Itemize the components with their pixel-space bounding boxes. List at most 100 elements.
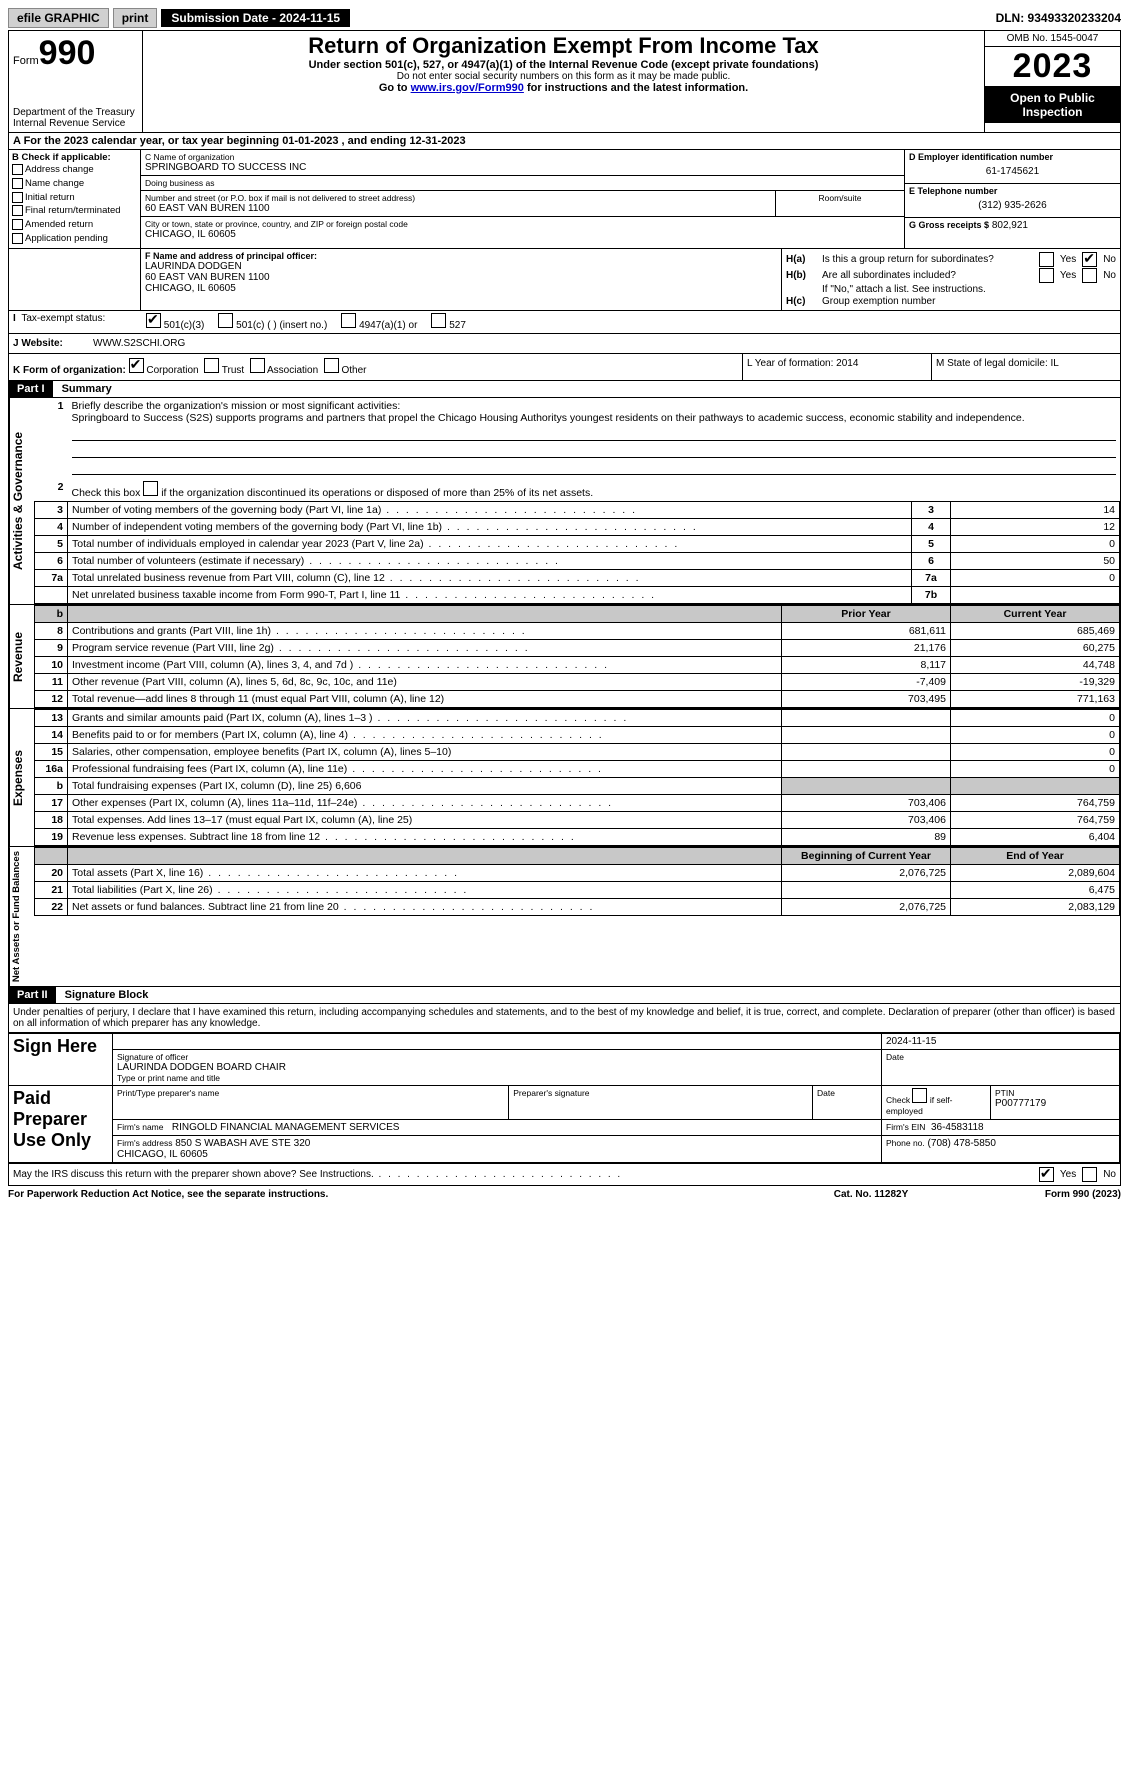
c10: 44,748	[951, 656, 1120, 673]
line-21: Total liabilities (Part X, line 26)	[68, 881, 782, 898]
dept-treasury: Department of the Treasury Internal Reve…	[13, 107, 138, 129]
cb-line2[interactable]	[143, 481, 158, 496]
val-7a: 0	[951, 569, 1120, 586]
row-i-label: Tax-exempt status:	[21, 313, 105, 324]
room-label: Room/suite	[780, 193, 900, 203]
c19: 6,404	[951, 828, 1120, 845]
submission-date: Submission Date - 2024-11-15	[161, 9, 350, 27]
hb-yes[interactable]	[1039, 268, 1054, 283]
line-13: Grants and similar amounts paid (Part IX…	[68, 709, 782, 726]
box-c: C Name of organization SPRINGBOARD TO SU…	[141, 150, 905, 248]
cb-app-pending[interactable]: Application pending	[12, 232, 137, 246]
street-value: 60 EAST VAN BUREN 1100	[145, 203, 771, 214]
website-label: J Website:	[9, 334, 89, 353]
discuss-yes[interactable]	[1039, 1167, 1054, 1182]
hdr-prior-year: Prior Year	[782, 605, 951, 622]
c12: 771,163	[951, 690, 1120, 707]
perjury-declaration: Under penalties of perjury, I declare th…	[9, 1004, 1120, 1033]
cb-amended[interactable]: Amended return	[12, 218, 137, 232]
officer-name-title: LAURINDA DODGEN BOARD CHAIR	[117, 1062, 877, 1073]
p14	[782, 726, 951, 743]
line-5: Total number of individuals employed in …	[68, 535, 912, 552]
opt-corp: Corporation	[146, 365, 198, 376]
form-word: Form	[13, 55, 39, 67]
state-domicile: M State of legal domicile: IL	[931, 354, 1120, 380]
part-ii-title: Signature Block	[59, 987, 155, 1003]
cb-final-return[interactable]: Final return/terminated	[12, 204, 137, 218]
dln: DLN: 93493320233204	[996, 11, 1121, 25]
ha-yes[interactable]	[1039, 252, 1054, 267]
efile-button[interactable]: efile GRAPHIC	[8, 8, 109, 28]
section-f-h: F Name and address of principal officer:…	[9, 249, 1120, 311]
form-container: Form990 Department of the Treasury Inter…	[8, 30, 1121, 1186]
ein-value: 61-1745621	[909, 162, 1116, 181]
opt-4947: 4947(a)(1) or	[359, 320, 417, 331]
firm-ein-label: Firm's EIN	[886, 1122, 925, 1132]
side-tab-net-assets: Net Assets or Fund Balances	[9, 847, 34, 986]
tel-label: E Telephone number	[909, 186, 1116, 196]
paid-preparer-label: Paid Preparer Use Only	[9, 1085, 113, 1162]
c9: 60,275	[951, 639, 1120, 656]
line-12: Total revenue—add lines 8 through 11 (mu…	[68, 690, 782, 707]
cb-address-change[interactable]: Address change	[12, 163, 137, 177]
cb-name-change[interactable]: Name change	[12, 177, 137, 191]
org-name: SPRINGBOARD TO SUCCESS INC	[145, 162, 900, 173]
ha-no[interactable]	[1082, 252, 1097, 267]
val-7b	[951, 586, 1120, 603]
line-10: Investment income (Part VIII, column (A)…	[68, 656, 782, 673]
c11: -19,329	[951, 673, 1120, 690]
topbar: efile GRAPHIC print Submission Date - 20…	[8, 8, 1121, 28]
form-title: Return of Organization Exempt From Incom…	[147, 33, 980, 59]
box-h: H(a) Is this a group return for subordin…	[782, 249, 1120, 310]
sig-date: 2024-11-15	[886, 1036, 936, 1047]
cb-other[interactable]	[324, 358, 339, 373]
opt-assoc: Association	[267, 365, 318, 376]
page-footer: For Paperwork Reduction Act Notice, see …	[8, 1186, 1121, 1203]
c20: 2,089,604	[951, 864, 1120, 881]
form-subtitle-2: Do not enter social security numbers on …	[147, 71, 980, 82]
hc-label: Group exemption number	[822, 296, 1116, 307]
gross-value: 802,921	[992, 220, 1028, 231]
cb-initial-return[interactable]: Initial return	[12, 191, 137, 205]
opt-501c3: 501(c)(3)	[164, 320, 205, 331]
cb-501c3[interactable]	[146, 313, 161, 328]
irs-link[interactable]: www.irs.gov/Form990	[411, 82, 524, 94]
discuss-no[interactable]	[1082, 1167, 1097, 1182]
form-number: Form990	[13, 34, 138, 73]
city-value: CHICAGO, IL 60605	[145, 229, 900, 240]
date-label: Date	[886, 1052, 1115, 1062]
c18: 764,759	[951, 811, 1120, 828]
prep-name-label: Print/Type preparer's name	[117, 1088, 504, 1098]
line-6: Total number of volunteers (estimate if …	[68, 552, 912, 569]
cb-self-employed[interactable]	[912, 1088, 927, 1103]
cb-trust[interactable]	[204, 358, 219, 373]
org-name-label: C Name of organization	[145, 152, 900, 162]
cb-4947[interactable]	[341, 313, 356, 328]
cb-527[interactable]	[431, 313, 446, 328]
cb-corp[interactable]	[129, 358, 144, 373]
discuss-with-preparer: May the IRS discuss this return with the…	[13, 1169, 1031, 1180]
val-3: 14	[951, 501, 1120, 518]
print-button[interactable]: print	[113, 8, 158, 28]
street-label: Number and street (or P.O. box if mail i…	[145, 193, 771, 203]
tax-year: 2023	[985, 47, 1120, 87]
hdr-current-year: Current Year	[951, 605, 1120, 622]
side-tab-expenses: Expenses	[9, 709, 34, 846]
line-14: Benefits paid to or for members (Part IX…	[68, 726, 782, 743]
firm-phone: (708) 478-5850	[928, 1138, 996, 1149]
cb-501c[interactable]	[218, 313, 233, 328]
hb-no[interactable]	[1082, 268, 1097, 283]
p11: -7,409	[782, 673, 951, 690]
side-tab-revenue: Revenue	[9, 605, 34, 708]
city-label: City or town, state or province, country…	[145, 219, 900, 229]
ptin-label: PTIN	[995, 1088, 1115, 1098]
p16a	[782, 760, 951, 777]
sig-officer-label: Signature of officer	[117, 1052, 877, 1062]
p19: 89	[782, 828, 951, 845]
line-20: Total assets (Part X, line 16)	[68, 864, 782, 881]
part-i-label: Part I	[9, 381, 53, 397]
opt-other: Other	[341, 365, 366, 376]
line-1-text: Springboard to Success (S2S) supports pr…	[72, 412, 1025, 424]
firm-ein: 36-4583118	[931, 1122, 984, 1133]
cb-assoc[interactable]	[250, 358, 265, 373]
